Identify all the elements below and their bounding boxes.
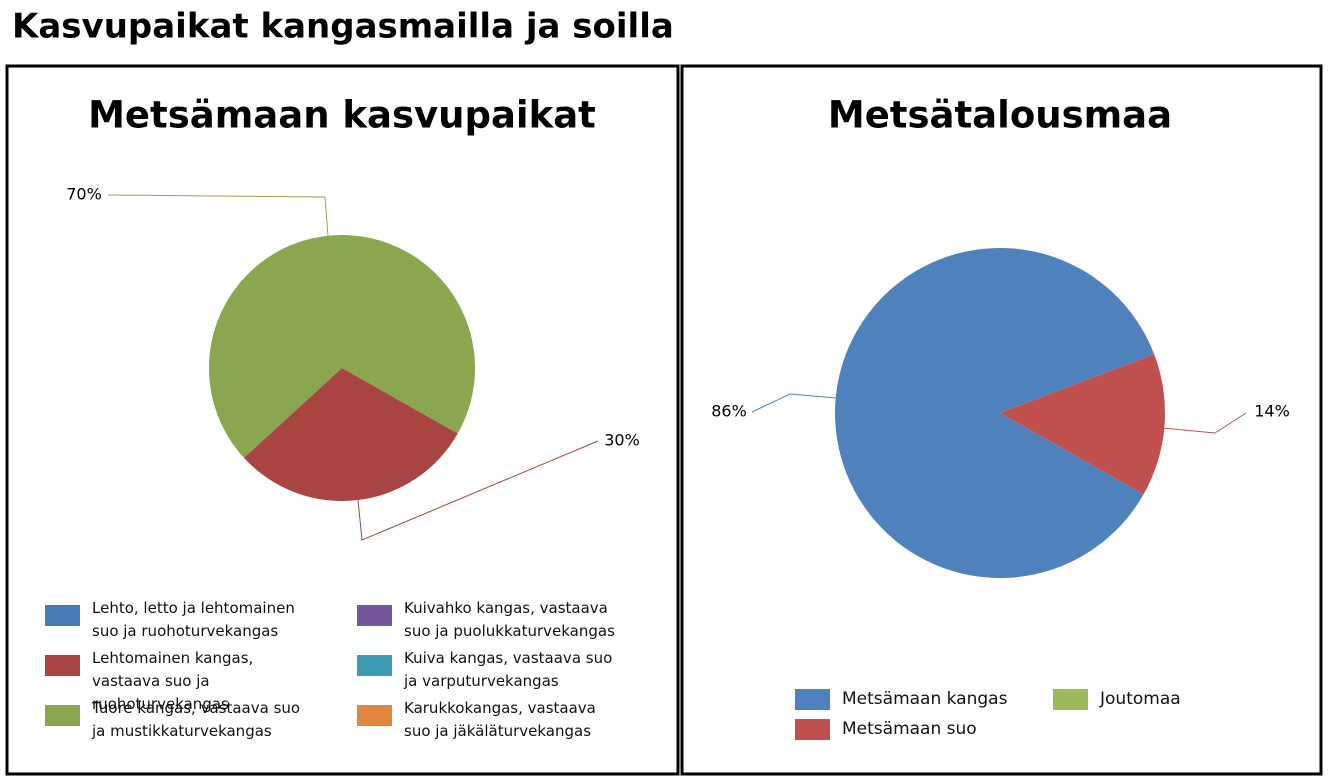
legend-item: Kuiva kangas, vastaava suo ja varputurve…: [357, 647, 619, 693]
legend-swatch: [795, 689, 830, 710]
chart-title: Metsämaan kasvupaikat: [88, 94, 596, 137]
legend-label: Karukkokangas, vastaava suo ja jäkälätur…: [404, 699, 596, 740]
legend-label: Lehtomainen kangas, vastaava suo ja ruoh…: [92, 649, 254, 713]
pie-slice: [208, 234, 476, 458]
legend-item: Metsämaan kangas: [795, 688, 1042, 711]
legend-swatch: [45, 705, 80, 726]
legend-item: Tuore kangas, vastaava suo ja mustikkatu…: [45, 697, 307, 743]
legend-swatch: [357, 705, 392, 726]
legend-item: Joutomaa: [1053, 688, 1300, 711]
legend-item: Karukkokangas, vastaava suo ja jäkälätur…: [357, 697, 619, 743]
pie-slice: [1000, 354, 1165, 495]
legend-label: Metsämaan suo: [842, 719, 977, 739]
leader-line: [1162, 412, 1247, 434]
chart-title: Metsätalousmaa: [828, 94, 1172, 137]
legend-swatch: [45, 605, 80, 626]
legend-label: Tuore kangas, vastaava suo ja mustikkatu…: [92, 699, 301, 740]
legend-swatch: [357, 605, 392, 626]
legend-swatch: [795, 719, 830, 740]
leader-line: [357, 440, 599, 541]
panel-border: [680, 64, 1323, 776]
pie-slice: [834, 247, 1155, 578]
legend-item: Lehtomainen kangas, vastaava suo ja ruoh…: [45, 647, 307, 716]
legend-item: Lehto, letto ja lehtomainen suo ja ruoho…: [45, 597, 307, 643]
leader-line: [107, 194, 329, 237]
data-label: 14%: [1254, 402, 1290, 421]
legend-swatch: [1053, 689, 1088, 710]
page-title: Kasvupaikat kangasmailla ja soilla: [12, 7, 674, 47]
panel-border: [5, 64, 680, 776]
legend-label: Joutomaa: [1100, 689, 1181, 709]
legend-item: Metsämaan suo: [795, 718, 1042, 741]
data-label: 86%: [711, 402, 747, 421]
legend-label: Lehto, letto ja lehtomainen suo ja ruoho…: [92, 599, 295, 640]
pie-slice: [243, 368, 458, 501]
legend-label: Metsämaan kangas: [842, 689, 1008, 709]
legend-swatch: [357, 655, 392, 676]
data-label: 30%: [604, 431, 640, 450]
legend-item: Kuivahko kangas, vastaava suo ja puolukk…: [357, 597, 619, 643]
data-label: 70%: [66, 185, 102, 204]
legend-swatch: [45, 655, 80, 676]
leader-line: [751, 393, 837, 413]
legend-label: Kuivahko kangas, vastaava suo ja puolukk…: [404, 599, 615, 640]
legend-label: Kuiva kangas, vastaava suo ja varputurve…: [404, 649, 613, 690]
